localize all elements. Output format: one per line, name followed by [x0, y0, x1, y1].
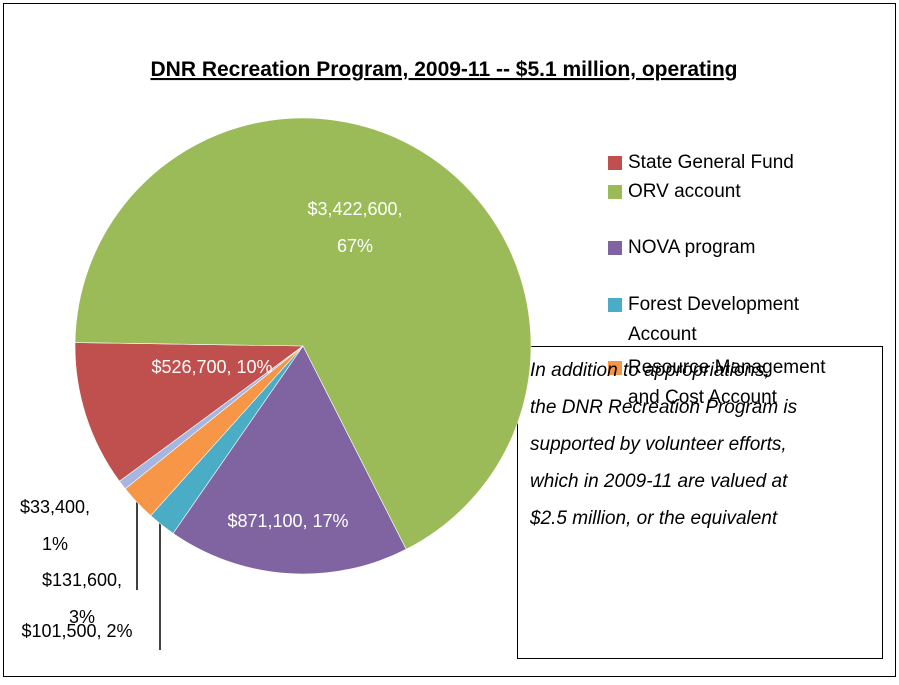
- data-label: $871,100, 17%: [227, 511, 348, 531]
- legend-swatch: [608, 298, 622, 312]
- legend-swatch: [608, 241, 622, 255]
- pie-slice: [74, 117, 532, 550]
- pie-slice: [119, 345, 304, 490]
- data-label: $526,700, 10%: [151, 357, 272, 377]
- chart-title: DNR Recreation Program, 2009-11 -- $5.1 …: [150, 58, 737, 81]
- data-label: $101,500, 2%: [21, 621, 132, 641]
- legend-swatch: [608, 361, 622, 375]
- annotation-text: which in 2009-11 are valued at: [530, 471, 788, 492]
- legend-label: ORV account: [628, 181, 741, 202]
- annotation-text: supported by volunteer efforts,: [530, 434, 787, 455]
- legend-label: NOVA program: [628, 237, 755, 258]
- legend-label: Forest Development Account: [628, 294, 800, 345]
- legend-swatch: [608, 156, 622, 170]
- annotation-box: [517, 346, 883, 659]
- data-label: $33,400, 1%: [20, 497, 90, 554]
- legend-swatch: [608, 185, 622, 199]
- legend-label: Resource Management and Cost Account: [628, 357, 826, 408]
- annotation-text: the DNR Recreation Program is: [530, 397, 798, 418]
- data-label: $3,422,600, 67%: [307, 199, 402, 256]
- legend-label: State General Fund: [628, 152, 794, 173]
- annotation-text: In addition to appropriations,: [530, 360, 770, 381]
- pie-slice: [172, 345, 407, 575]
- annotation-text: $2.5 million, or the equivalent: [529, 508, 778, 529]
- pie-slice: [74, 342, 304, 482]
- data-label: $131,600, 3%: [42, 570, 122, 627]
